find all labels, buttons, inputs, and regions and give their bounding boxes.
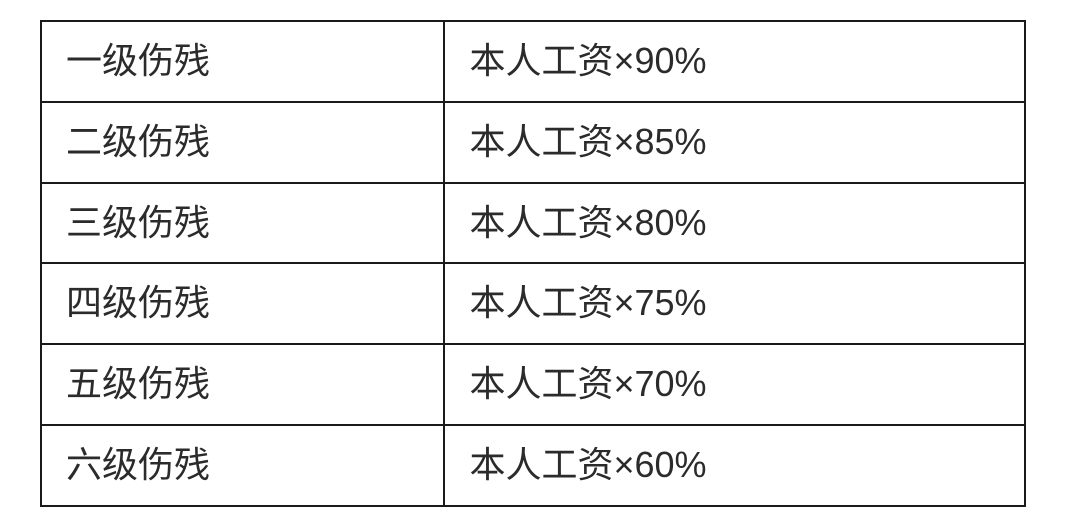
table-row: 五级伤残 本人工资×70% <box>41 344 1025 425</box>
cell-level: 三级伤残 <box>41 183 444 264</box>
cell-level: 二级伤残 <box>41 102 444 183</box>
cell-level: 一级伤残 <box>41 21 444 102</box>
cell-allowance: 本人工资×75% <box>444 263 1025 344</box>
cell-allowance: 本人工资×85% <box>444 102 1025 183</box>
cell-level: 四级伤残 <box>41 263 444 344</box>
cell-allowance: 本人工资×80% <box>444 183 1025 264</box>
cell-level: 五级伤残 <box>41 344 444 425</box>
table-row: 一级伤残 本人工资×90% <box>41 21 1025 102</box>
cell-allowance: 本人工资×70% <box>444 344 1025 425</box>
table-row: 六级伤残 本人工资×60% <box>41 425 1025 506</box>
disability-allowance-table: 一级伤残 本人工资×90% 二级伤残 本人工资×85% 三级伤残 本人工资×80… <box>40 20 1026 507</box>
table-row: 四级伤残 本人工资×75% <box>41 263 1025 344</box>
table: 一级伤残 本人工资×90% 二级伤残 本人工资×85% 三级伤残 本人工资×80… <box>40 20 1026 507</box>
table-row: 三级伤残 本人工资×80% <box>41 183 1025 264</box>
cell-level: 六级伤残 <box>41 425 444 506</box>
cell-allowance: 本人工资×60% <box>444 425 1025 506</box>
cell-allowance: 本人工资×90% <box>444 21 1025 102</box>
table-row: 二级伤残 本人工资×85% <box>41 102 1025 183</box>
